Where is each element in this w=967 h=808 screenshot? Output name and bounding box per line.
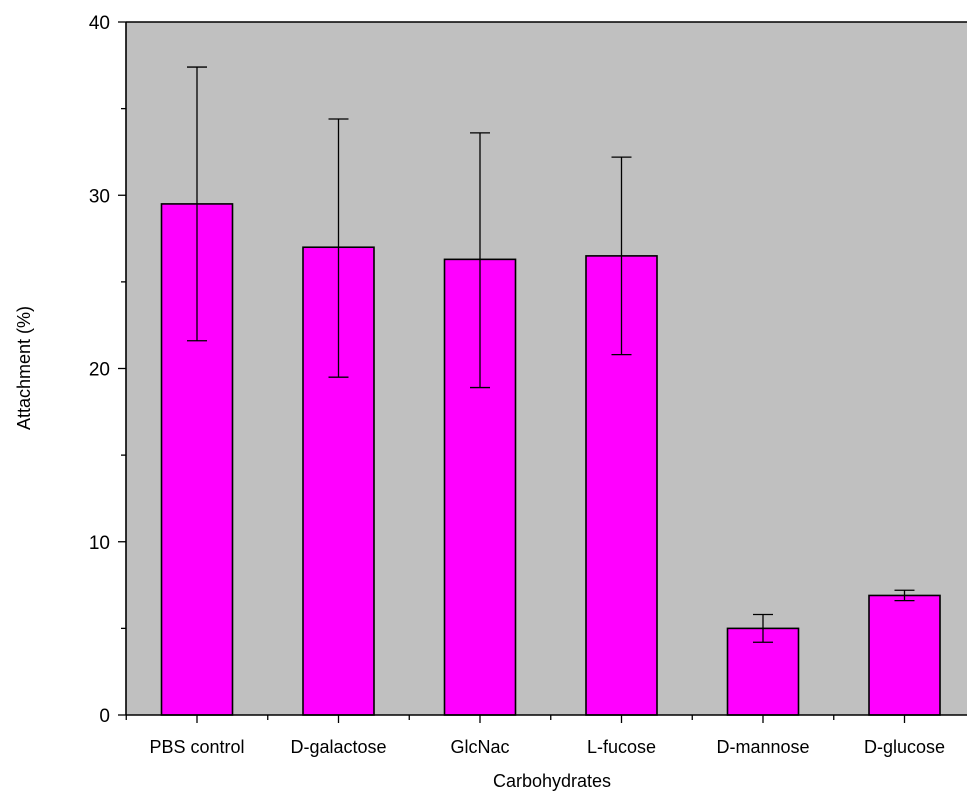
bar: [868, 594, 941, 716]
y-axis-title: Attachment (%): [14, 306, 34, 430]
y-tick-label: 40: [89, 13, 110, 34]
y-tick-label: 0: [99, 706, 110, 727]
x-tick-label: PBS control: [149, 737, 244, 757]
ticks-layer: PBS control D-galactose GlcNac L-fucose D-ma…: [89, 13, 945, 757]
error-bars-layer: [187, 66, 915, 643]
x-tick-label: D-mannose: [716, 737, 809, 757]
x-tick-label: D-glucose: [864, 737, 945, 757]
x-tick-label: GlcNac: [450, 737, 509, 757]
y-tick-label: 30: [89, 186, 110, 207]
x-tick-label: D-galactose: [290, 737, 386, 757]
x-tick-label: L-fucose: [587, 737, 656, 757]
y-tick-label: 20: [89, 360, 110, 381]
x-axis-title: Carbohydrates: [493, 771, 611, 791]
plot-area: [126, 22, 967, 715]
y-tick-label: 10: [89, 533, 110, 554]
